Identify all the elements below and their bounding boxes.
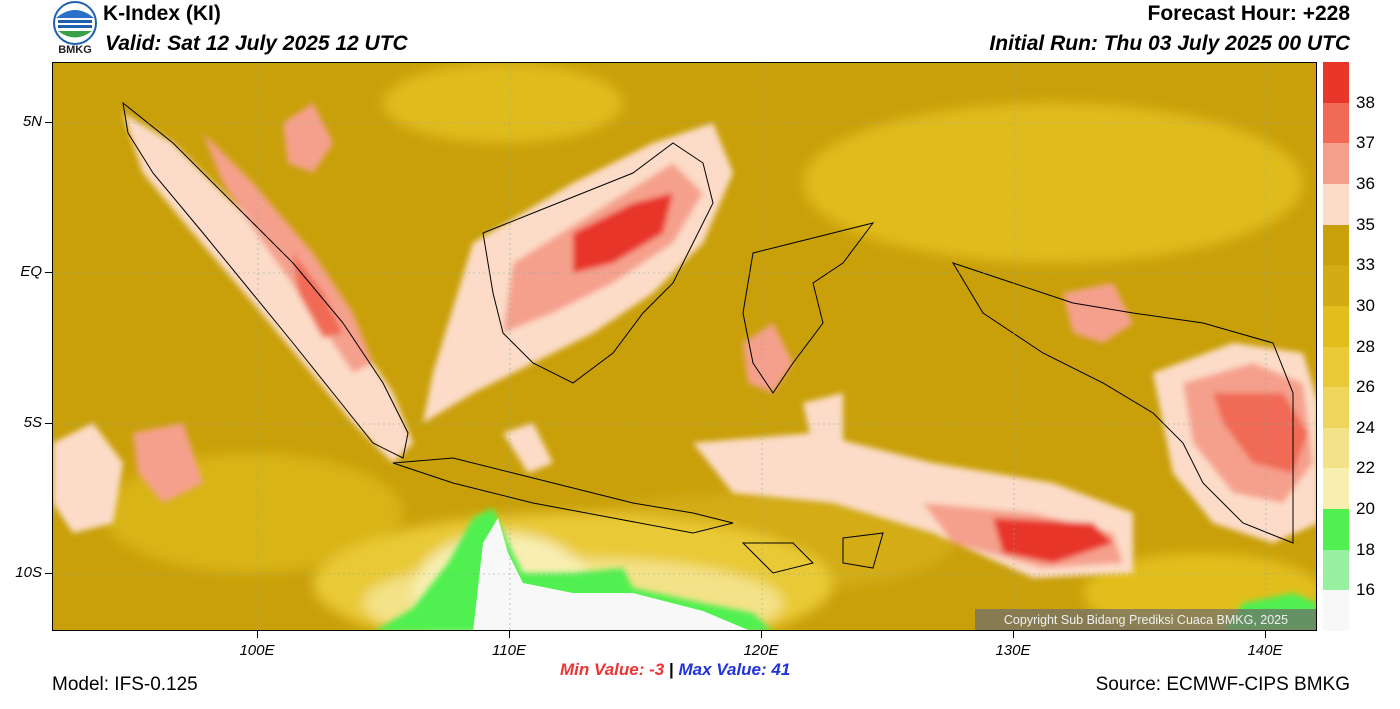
lat-label-5n: 5N <box>22 113 42 130</box>
lon-tick <box>1013 631 1014 638</box>
high-ki-field <box>53 103 1316 578</box>
source-label: Source: ECMWF-CIPS BMKG <box>1095 674 1350 695</box>
lon-tick <box>761 631 762 638</box>
lat-label-eq: EQ <box>20 263 42 280</box>
lon-tick <box>509 631 510 638</box>
max-value: 41 <box>771 660 791 679</box>
colorbar-label: 36 <box>1356 173 1375 193</box>
valid-time: Valid: Sat 12 July 2025 12 UTC <box>105 32 408 55</box>
colorbar-label: 28 <box>1356 336 1375 356</box>
lat-label-10s: 10S <box>15 564 42 581</box>
colorbar-label: 22 <box>1356 458 1375 478</box>
colorbar-label: 33 <box>1356 255 1375 275</box>
lon-label-110e: 110E <box>492 642 526 659</box>
copyright-notice: Copyright Sub Bidang Prediksi Cuaca BMKG… <box>975 609 1316 630</box>
lon-label-100e: 100E <box>239 642 275 659</box>
colorbar-swatch <box>1323 143 1349 185</box>
model-label: Model: IFS-0.125 <box>52 674 198 695</box>
lat-tick <box>45 272 52 273</box>
colorbar <box>1323 62 1349 632</box>
colorbar-swatch <box>1323 62 1349 104</box>
colorbar-label: 20 <box>1356 499 1375 519</box>
stats-separator: | <box>668 660 674 679</box>
colorbar-label: 38 <box>1356 92 1375 112</box>
map-area: Copyright Sub Bidang Prediksi Cuaca BMKG… <box>52 62 1317 631</box>
colorbar-label: 35 <box>1356 214 1375 234</box>
colorbar-swatch <box>1323 346 1349 388</box>
lon-tick <box>257 631 258 638</box>
lon-label-140e: 140E <box>1247 642 1283 659</box>
colorbar-swatch <box>1323 549 1349 591</box>
forecast-hour: Forecast Hour: +228 <box>1147 2 1351 25</box>
colorbar-label: 30 <box>1356 295 1375 315</box>
lat-tick <box>45 573 52 574</box>
colorbar-swatch <box>1323 224 1349 266</box>
lat-label-5s: 5S <box>23 414 42 431</box>
colorbar-swatch <box>1323 468 1349 510</box>
colorbar-swatch <box>1323 509 1349 551</box>
colorbar-swatch <box>1323 427 1349 469</box>
graticule <box>53 63 1316 630</box>
colorbar-swatch <box>1323 387 1349 429</box>
min-max-values: Min Value: -3 | Max Value: 41 <box>560 660 790 680</box>
colorbar-label: 16 <box>1356 580 1375 600</box>
min-label: Min Value: <box>560 660 645 679</box>
low-ki-region <box>473 518 749 630</box>
lat-tick <box>45 122 52 123</box>
bmkg-logo-icon <box>53 1 97 45</box>
bmkg-logo: BMKG <box>52 0 98 60</box>
colorbar-label: 26 <box>1356 377 1375 397</box>
lat-tick <box>45 423 52 424</box>
coastlines <box>122 101 1294 574</box>
chart-title: K-Index (KI) <box>103 2 221 25</box>
lon-label-120e: 120E <box>743 642 779 659</box>
colorbar-label: 37 <box>1356 133 1375 153</box>
lon-label-130e: 130E <box>995 642 1031 659</box>
colorbar-swatch <box>1323 183 1349 226</box>
min-value: -3 <box>649 660 665 679</box>
colorbar-label: 24 <box>1356 417 1375 437</box>
initial-run: Initial Run: Thu 03 July 2025 00 UTC <box>989 32 1350 55</box>
colorbar-swatch <box>1323 102 1349 144</box>
colorbar-swatch <box>1323 590 1349 632</box>
ki-field-map <box>53 63 1316 630</box>
max-label: Max Value: <box>678 660 767 679</box>
logo-text: BMKG <box>58 44 92 56</box>
colorbar-label: 18 <box>1356 539 1375 559</box>
colorbar-swatch <box>1323 265 1349 307</box>
colorbar-swatch <box>1323 305 1349 347</box>
lon-tick <box>1265 631 1266 638</box>
